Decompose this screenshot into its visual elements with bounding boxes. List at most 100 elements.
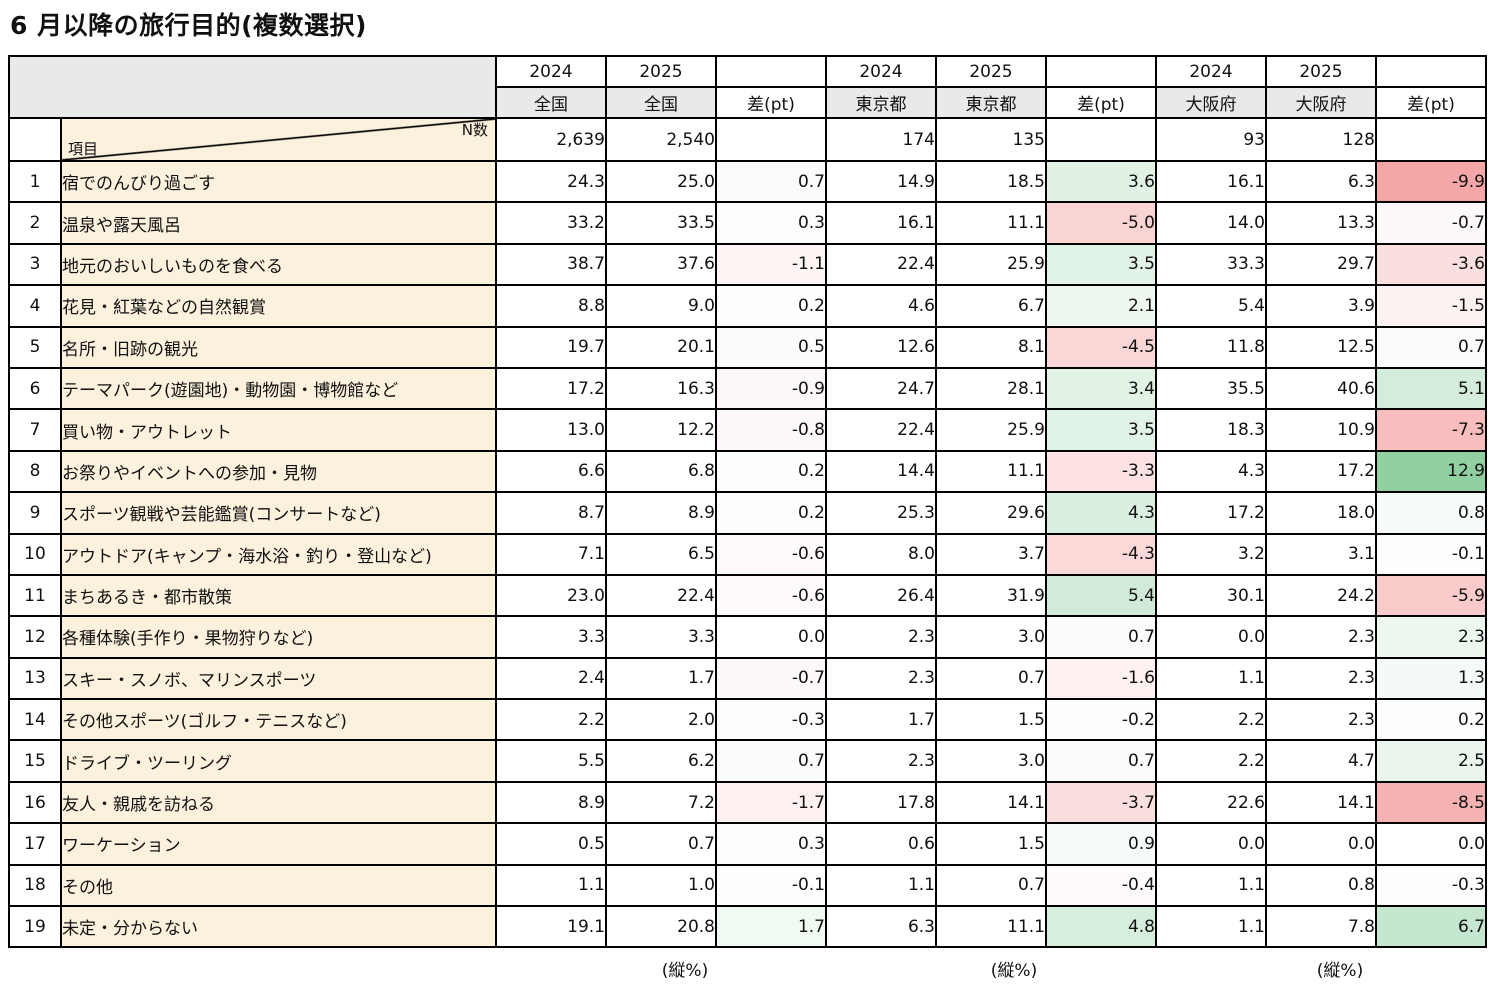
diff-cell: 0.2 bbox=[715, 284, 827, 328]
region-header: 東京都 bbox=[825, 86, 937, 119]
value-cell: 8.0 bbox=[825, 532, 937, 576]
travel-purpose-table: 2024 2025 2024 2025 2024 2025 全国 全国 差(pt… bbox=[8, 55, 1487, 949]
n-value: 135 bbox=[935, 117, 1047, 162]
value-cell: 22.4 bbox=[605, 573, 717, 618]
diff-cell: -0.2 bbox=[1045, 698, 1157, 742]
value-cell: 24.2 bbox=[1265, 573, 1377, 618]
diff-cell: -0.1 bbox=[1375, 532, 1487, 576]
table-row: 10 アウトドア(キャンプ・海水浴・釣り・登山など) 7.1 6.5 -0.6 8.0 3.… bbox=[8, 532, 1487, 576]
table-row: 12 各種体験(手作り・果物狩りなど) 3.3 3.3 0.0 2.3 3.0 0.7 0.0 2… bbox=[8, 615, 1487, 659]
n-value: 174 bbox=[825, 117, 937, 162]
value-cell: 0.7 bbox=[605, 822, 717, 866]
value-cell: 0.0 bbox=[1265, 822, 1377, 866]
row-label: ドライブ・ツーリング bbox=[60, 739, 497, 783]
value-cell: 23.0 bbox=[495, 573, 607, 618]
diagonal-corner-cell: N数 項目 bbox=[60, 117, 497, 162]
diff-cell: -3.7 bbox=[1045, 780, 1157, 825]
value-cell: 37.6 bbox=[605, 242, 717, 287]
vertical-percent-note: (縦%) bbox=[990, 961, 1038, 981]
value-cell: 6.2 bbox=[605, 739, 717, 783]
n-value: 128 bbox=[1265, 117, 1377, 162]
diff-cell: 0.2 bbox=[715, 491, 827, 535]
diff-cell: 3.4 bbox=[1045, 366, 1157, 411]
table-row: 1 宿でのんびり過ごす 24.3 25.0 0.7 14.9 18.5 3.6 16.1 6.3-… bbox=[8, 159, 1487, 204]
row-number: 19 bbox=[8, 905, 62, 949]
diff-cell: 0.0 bbox=[715, 615, 827, 659]
diff-cell: 0.8 bbox=[1375, 491, 1487, 535]
value-cell: 3.7 bbox=[935, 532, 1047, 576]
row-number: 4 bbox=[8, 284, 62, 328]
value-cell: 7.1 bbox=[495, 532, 607, 576]
table-row: 15 ドライブ・ツーリング 5.5 6.2 0.7 2.3 3.0 0.7 2.2 4.7 2.5 bbox=[8, 739, 1487, 783]
value-cell: 8.1 bbox=[935, 325, 1047, 369]
value-cell: 4.3 bbox=[1155, 449, 1267, 494]
row-label: 未定・分からない bbox=[60, 905, 497, 949]
table-row: 13 スキー・スノボ、マリンスポーツ 2.4 1.7 -0.7 2.3 0.7 -1.6 1.1… bbox=[8, 656, 1487, 701]
value-cell: 20.8 bbox=[605, 905, 717, 949]
row-label: スキー・スノボ、マリンスポーツ bbox=[60, 656, 497, 701]
diff-cell: 0.2 bbox=[1375, 698, 1487, 742]
diff-cell: -0.3 bbox=[1375, 863, 1487, 908]
value-cell: 0.8 bbox=[1265, 863, 1377, 908]
diff-cell: 3.5 bbox=[1045, 408, 1157, 452]
item-column-label: 項目 bbox=[68, 140, 99, 158]
table-row: 3 地元のおいしいものを食べる 38.7 37.6 -1.1 22.4 25.9 3.5 33.… bbox=[8, 242, 1487, 287]
table-row: 7 買い物・アウトレット 13.0 12.2 -0.8 22.4 25.9 3.5 18.3 10… bbox=[8, 408, 1487, 452]
value-cell: 1.5 bbox=[935, 822, 1047, 866]
value-cell: 33.5 bbox=[605, 201, 717, 245]
value-cell: 3.0 bbox=[935, 615, 1047, 659]
value-cell: 4.7 bbox=[1265, 739, 1377, 783]
row-label: その他スポーツ(ゴルフ・テニスなど) bbox=[60, 698, 497, 742]
value-cell: 20.1 bbox=[605, 325, 717, 369]
diff-cell: 12.9 bbox=[1375, 449, 1487, 494]
diff-cell: 0.7 bbox=[715, 159, 827, 204]
value-cell: 9.0 bbox=[605, 284, 717, 328]
table-row: 11 まちあるき・都市散策 23.0 22.4 -0.6 26.4 31.9 5.4 30.1 2… bbox=[8, 573, 1487, 618]
value-cell: 5.5 bbox=[495, 739, 607, 783]
value-cell: 26.4 bbox=[825, 573, 937, 618]
value-cell: 12.2 bbox=[605, 408, 717, 452]
diff-cell: -0.6 bbox=[715, 532, 827, 576]
diff-cell: 2.3 bbox=[1375, 615, 1487, 659]
diff-cell: 0.0 bbox=[1375, 822, 1487, 866]
diff-cell: -7.3 bbox=[1375, 408, 1487, 452]
value-cell: 6.6 bbox=[495, 449, 607, 494]
value-cell: 2.3 bbox=[1265, 615, 1377, 659]
diff-cell: 0.5 bbox=[715, 325, 827, 369]
table-row: 2 温泉や露天風呂 33.2 33.5 0.3 16.1 11.1 -5.0 14.0 13.3-… bbox=[8, 201, 1487, 245]
value-cell: 2.3 bbox=[1265, 656, 1377, 701]
value-cell: 22.4 bbox=[825, 408, 937, 452]
diff-cell: 2.1 bbox=[1045, 284, 1157, 328]
value-cell: 22.6 bbox=[1155, 780, 1267, 825]
diff-cell: 0.7 bbox=[1045, 739, 1157, 783]
region-header: 大阪府 bbox=[1155, 86, 1267, 119]
row-number: 15 bbox=[8, 739, 62, 783]
value-cell: 19.7 bbox=[495, 325, 607, 369]
diff-cell: 5.1 bbox=[1375, 366, 1487, 411]
year-header: 2024 bbox=[825, 55, 937, 88]
diff-cell: 2.5 bbox=[1375, 739, 1487, 783]
blank-header-cell bbox=[1375, 55, 1487, 88]
value-cell: 1.7 bbox=[825, 698, 937, 742]
value-cell: 8.8 bbox=[495, 284, 607, 328]
diff-header: 差(pt) bbox=[1045, 86, 1157, 119]
row-label: まちあるき・都市散策 bbox=[60, 573, 497, 618]
row-number: 18 bbox=[8, 863, 62, 908]
value-cell: 25.9 bbox=[935, 408, 1047, 452]
value-cell: 17.8 bbox=[825, 780, 937, 825]
row-label: 温泉や露天風呂 bbox=[60, 201, 497, 245]
diff-cell: -5.0 bbox=[1045, 201, 1157, 245]
n-value: 2,639 bbox=[495, 117, 607, 162]
value-cell: 0.5 bbox=[495, 822, 607, 866]
value-cell: 8.9 bbox=[605, 491, 717, 535]
value-cell: 3.1 bbox=[1265, 532, 1377, 576]
value-cell: 6.8 bbox=[605, 449, 717, 494]
value-cell: 3.3 bbox=[495, 615, 607, 659]
blank-cell bbox=[1045, 117, 1157, 162]
value-cell: 30.1 bbox=[1155, 573, 1267, 618]
value-cell: 18.0 bbox=[1265, 491, 1377, 535]
value-cell: 11.1 bbox=[935, 905, 1047, 949]
diff-cell: -1.1 bbox=[715, 242, 827, 287]
region-header: 大阪府 bbox=[1265, 86, 1377, 119]
row-label: お祭りやイベントへの参加・見物 bbox=[60, 449, 497, 494]
